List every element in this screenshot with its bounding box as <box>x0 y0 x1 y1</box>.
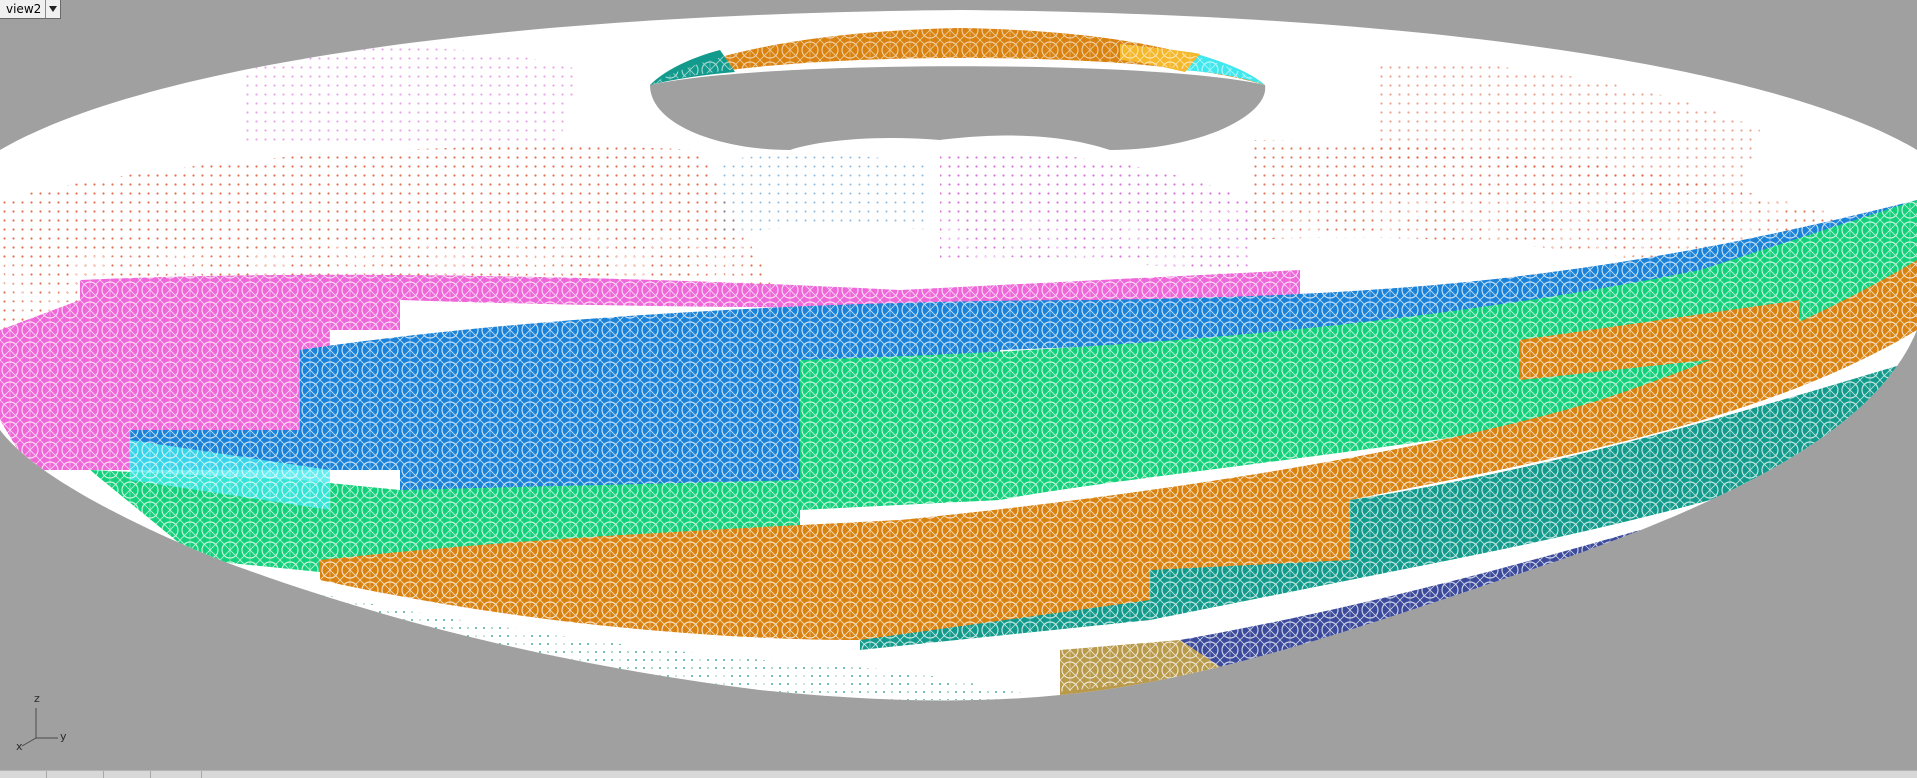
viewport-name[interactable]: view2 <box>0 0 47 18</box>
status-segment[interactable] <box>0 771 47 778</box>
axis-gizmo-icon <box>21 708 58 747</box>
dot-cluster-red-upper-right <box>1380 60 1760 200</box>
mesh-wireframe-overlay <box>0 180 1917 700</box>
axis-z-label: z <box>34 692 40 705</box>
axis-x-label: x <box>16 740 23 753</box>
status-bar <box>0 770 1917 778</box>
axis-gizmo: z y x <box>14 692 74 756</box>
axis-y-label: y <box>60 730 67 743</box>
status-segment[interactable] <box>47 771 104 778</box>
viewport-tab[interactable]: view2 <box>0 0 62 19</box>
status-segment[interactable] <box>104 771 151 778</box>
dot-cluster-blue-center <box>720 154 930 235</box>
status-segment[interactable] <box>151 771 202 778</box>
chevron-down-icon[interactable] <box>46 0 60 18</box>
torus-inner-hole <box>650 66 1266 150</box>
dot-cluster-magenta-left <box>240 47 580 148</box>
